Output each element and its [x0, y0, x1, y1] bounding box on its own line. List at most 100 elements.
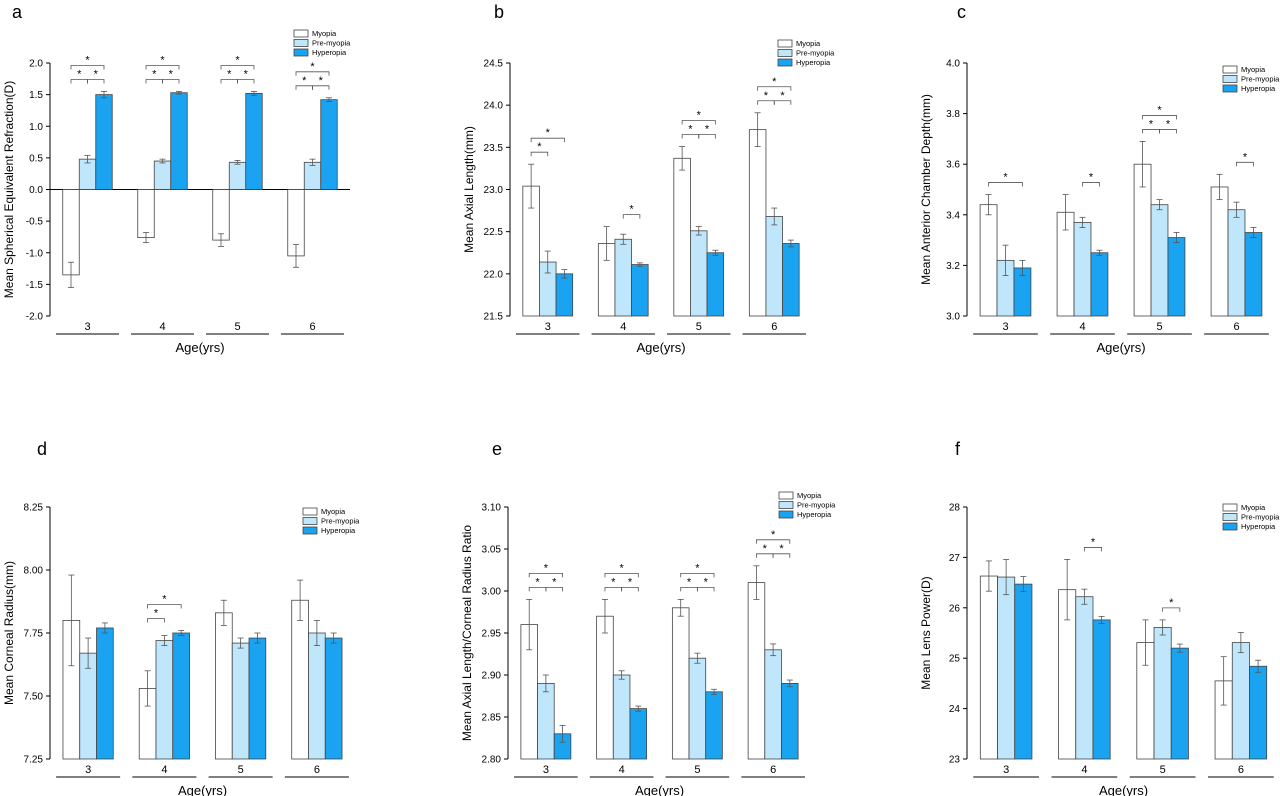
chart-panel-f: f 23 24 25 26 27 28 Mean Lens Power(D) * * 3 4 5 6 Age…: [919, 439, 1280, 796]
bar-pre-myopia-age-6: [303, 161, 322, 190]
bar-hyperopia-age-4: [172, 632, 190, 760]
significance-star: *: [1089, 172, 1094, 184]
significance-bracket: [528, 573, 563, 578]
x-tick-label: 5: [696, 321, 702, 333]
legend-label: Myopia: [796, 39, 821, 48]
significance-bracket: [1236, 161, 1254, 167]
y-tick-label: 1.5: [29, 90, 43, 101]
bar-hyperopia-age-5: [706, 252, 725, 317]
legend-label: Hyperopia: [321, 526, 356, 535]
legend-label: Hyperopia: [312, 48, 347, 57]
significance-bracket: [147, 618, 165, 623]
bar-pre-myopia-age-6: [308, 632, 326, 760]
bar-pre-myopia-age-3: [79, 652, 97, 760]
bar-myopia-age-5: [671, 607, 690, 760]
y-tick-label: -1.0: [26, 248, 44, 259]
y-axis-label: Mean Axial Length(mm): [462, 126, 476, 253]
legend-label: Pre-myopia: [796, 49, 835, 58]
significance-star: *: [763, 543, 768, 555]
bar-myopia-age-5: [212, 189, 230, 241]
legend-swatch: [302, 517, 318, 525]
legend-swatch: [1222, 75, 1238, 83]
significance-star: *: [780, 90, 785, 102]
x-axis-label: Age(yrs): [175, 340, 224, 355]
significance-bracket: [680, 573, 715, 578]
y-tick-label: 3.05: [482, 545, 502, 556]
legend-swatch: [1222, 65, 1238, 74]
bar-hyperopia-age-5: [245, 92, 263, 190]
significance-star: *: [85, 54, 90, 66]
significance-bracket: [1142, 115, 1177, 120]
significance-bracket: [145, 65, 180, 70]
significance-star: *: [779, 543, 784, 555]
significance-bracket: [530, 137, 565, 143]
x-tick-label: 4: [1079, 321, 1085, 333]
significance-bracket: [772, 553, 791, 558]
x-tick-label: 4: [161, 764, 167, 776]
significance-star: *: [535, 576, 540, 588]
significance-star: *: [1243, 151, 1248, 163]
bar-myopia-age-6: [748, 129, 767, 317]
significance-star: *: [162, 593, 167, 605]
significance-star: *: [227, 68, 232, 80]
bar-pre-myopia-age-4: [612, 674, 631, 760]
bar-hyperopia-age-4: [1092, 619, 1111, 760]
bar-myopia-age-5: [215, 612, 233, 760]
significance-bracket: [1083, 547, 1102, 552]
legend-swatch: [302, 526, 318, 535]
legend-label: Myopia: [1241, 65, 1266, 74]
y-tick-label: 26: [949, 603, 961, 614]
bar-hyperopia-age-4: [170, 92, 188, 190]
legend-swatch: [778, 491, 794, 500]
significance-bracket: [1162, 607, 1181, 612]
significance-star: *: [771, 529, 776, 541]
significance-star: *: [235, 54, 240, 66]
significance-bracket: [312, 85, 330, 90]
y-tick-label: -0.5: [26, 217, 44, 228]
significance-bracket: [295, 71, 330, 76]
y-tick-label: 7.25: [24, 755, 44, 766]
bar-pre-myopia-age-4: [614, 238, 632, 317]
x-tick-label: 4: [159, 321, 165, 333]
legend-label: Pre-myopia: [1241, 513, 1280, 522]
significance-bracket: [237, 79, 255, 84]
y-tick-label: 1.0: [29, 122, 43, 133]
bar-myopia-age-5: [673, 157, 691, 317]
significance-star: *: [94, 68, 99, 80]
bar-myopia-age-6: [1210, 186, 1229, 317]
bar-hyperopia-age-6: [782, 243, 800, 317]
legend-swatch: [293, 39, 309, 47]
bar-pre-myopia-age-4: [1075, 596, 1094, 760]
legend-label: Hyperopia: [796, 58, 831, 67]
legend-label: Myopia: [1241, 503, 1266, 512]
panel-label: a: [12, 2, 23, 22]
bar-pre-myopia-age-6: [765, 216, 783, 317]
x-tick-label: 3: [1003, 764, 1009, 776]
y-tick-label: 7.50: [24, 692, 44, 703]
x-tick-label: 5: [1160, 764, 1166, 776]
significance-bracket: [1082, 182, 1100, 187]
significance-star: *: [772, 76, 777, 88]
significance-star: *: [704, 576, 709, 588]
significance-star: *: [169, 68, 174, 80]
significance-star: *: [705, 123, 710, 135]
y-tick-label: 7.75: [24, 629, 44, 640]
bar-pre-myopia-age-5: [231, 642, 250, 760]
legend-label: Hyperopia: [1241, 84, 1276, 93]
y-axis-label: Mean Spherical Equivalent Refraction(D): [2, 81, 16, 298]
significance-star: *: [319, 75, 324, 87]
significance-star: *: [688, 123, 693, 135]
y-tick-label: 3.8: [946, 109, 960, 120]
bar-pre-myopia-age-6: [1227, 209, 1246, 317]
x-tick-label: 3: [543, 764, 549, 776]
bar-pre-myopia-age-4: [153, 160, 172, 190]
significance-star: *: [1169, 597, 1174, 609]
y-tick-label: 8.25: [24, 503, 44, 514]
y-tick-label: 2.80: [482, 755, 502, 766]
significance-star: *: [302, 75, 307, 87]
